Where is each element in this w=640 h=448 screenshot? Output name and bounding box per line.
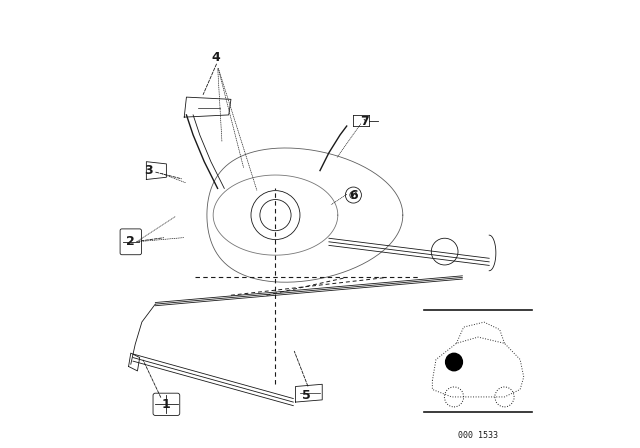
Text: 6: 6	[349, 189, 358, 202]
Text: 1: 1	[162, 398, 171, 411]
Text: 4: 4	[211, 51, 220, 64]
Text: 7: 7	[360, 115, 369, 128]
Text: 5: 5	[302, 389, 311, 402]
Text: 2: 2	[127, 235, 135, 248]
Text: 3: 3	[144, 164, 153, 177]
